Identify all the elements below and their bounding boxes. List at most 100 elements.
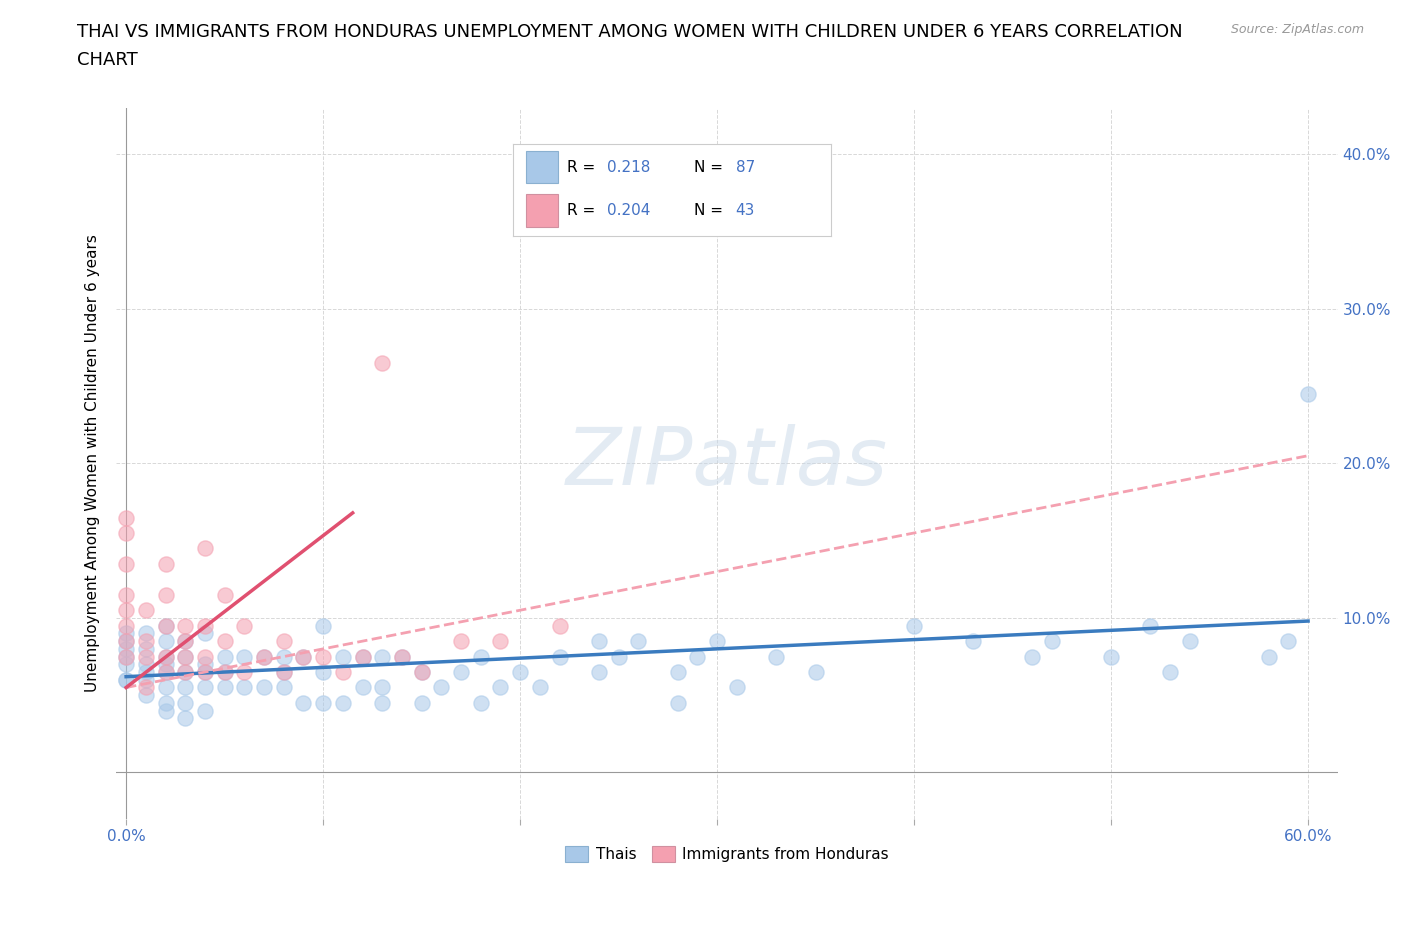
Y-axis label: Unemployment Among Women with Children Under 6 years: Unemployment Among Women with Children U…	[86, 234, 100, 692]
Point	[194, 649, 217, 664]
Point	[470, 649, 492, 664]
Point	[174, 649, 197, 664]
Point	[588, 665, 610, 680]
Point	[214, 665, 236, 680]
Point	[135, 633, 157, 648]
Point	[194, 665, 217, 680]
Point	[1099, 649, 1122, 664]
Point	[666, 696, 689, 711]
Point	[194, 657, 217, 671]
Point	[450, 633, 472, 648]
Point	[706, 633, 728, 648]
Point	[155, 657, 177, 671]
Point	[174, 633, 197, 648]
Point	[135, 626, 157, 641]
Point	[332, 649, 354, 664]
Point	[1296, 387, 1319, 402]
Point	[115, 525, 138, 540]
Point	[174, 696, 197, 711]
Point	[233, 680, 256, 695]
Point	[155, 665, 177, 680]
Point	[194, 703, 217, 718]
Point	[253, 680, 276, 695]
Point	[135, 680, 157, 695]
Point	[489, 633, 512, 648]
Point	[273, 649, 295, 664]
Point	[135, 672, 157, 687]
Point	[174, 711, 197, 725]
Point	[135, 657, 157, 671]
Point	[765, 649, 787, 664]
Point	[155, 649, 177, 664]
Point	[155, 633, 177, 648]
Point	[115, 626, 138, 641]
Point	[548, 649, 571, 664]
Point	[1021, 649, 1043, 664]
Point	[273, 680, 295, 695]
Point	[115, 633, 138, 648]
Point	[352, 649, 374, 664]
Point	[253, 649, 276, 664]
Legend: Thais, Immigrants from Honduras: Thais, Immigrants from Honduras	[560, 840, 894, 868]
Point	[233, 649, 256, 664]
Point	[174, 649, 197, 664]
Point	[962, 633, 984, 648]
Point	[411, 665, 433, 680]
Text: CHART: CHART	[77, 51, 138, 69]
Point	[450, 665, 472, 680]
Point	[115, 642, 138, 657]
Point	[725, 680, 748, 695]
Point	[135, 603, 157, 618]
Text: Source: ZipAtlas.com: Source: ZipAtlas.com	[1230, 23, 1364, 36]
Point	[292, 696, 315, 711]
Point	[115, 649, 138, 664]
Point	[155, 696, 177, 711]
Point	[135, 665, 157, 680]
Point	[529, 680, 551, 695]
Point	[548, 618, 571, 633]
Point	[273, 633, 295, 648]
Point	[115, 633, 138, 648]
Point	[115, 649, 138, 664]
Point	[155, 588, 177, 603]
Point	[214, 649, 236, 664]
Point	[352, 649, 374, 664]
Point	[411, 665, 433, 680]
Point	[292, 649, 315, 664]
Point	[292, 649, 315, 664]
Point	[253, 649, 276, 664]
Point	[509, 665, 531, 680]
Point	[1277, 633, 1299, 648]
Point	[352, 680, 374, 695]
Point	[607, 649, 630, 664]
Point	[174, 618, 197, 633]
Point	[1159, 665, 1181, 680]
Point	[332, 665, 354, 680]
Point	[174, 680, 197, 695]
Point	[115, 657, 138, 671]
Point	[155, 665, 177, 680]
Point	[115, 618, 138, 633]
Point	[115, 672, 138, 687]
Point	[391, 649, 413, 664]
Point	[1257, 649, 1279, 664]
Text: THAI VS IMMIGRANTS FROM HONDURAS UNEMPLOYMENT AMONG WOMEN WITH CHILDREN UNDER 6 : THAI VS IMMIGRANTS FROM HONDURAS UNEMPLO…	[77, 23, 1182, 41]
Point	[155, 649, 177, 664]
Point	[273, 665, 295, 680]
Point	[430, 680, 453, 695]
Point	[194, 618, 217, 633]
Point	[194, 665, 217, 680]
Point	[135, 688, 157, 703]
Point	[1178, 633, 1201, 648]
Point	[470, 696, 492, 711]
Point	[312, 696, 335, 711]
Point	[371, 680, 394, 695]
Point	[115, 510, 138, 525]
Point	[155, 556, 177, 571]
Point	[233, 618, 256, 633]
Point	[903, 618, 925, 633]
Point	[312, 665, 335, 680]
Point	[115, 588, 138, 603]
Point	[411, 696, 433, 711]
Point	[174, 665, 197, 680]
